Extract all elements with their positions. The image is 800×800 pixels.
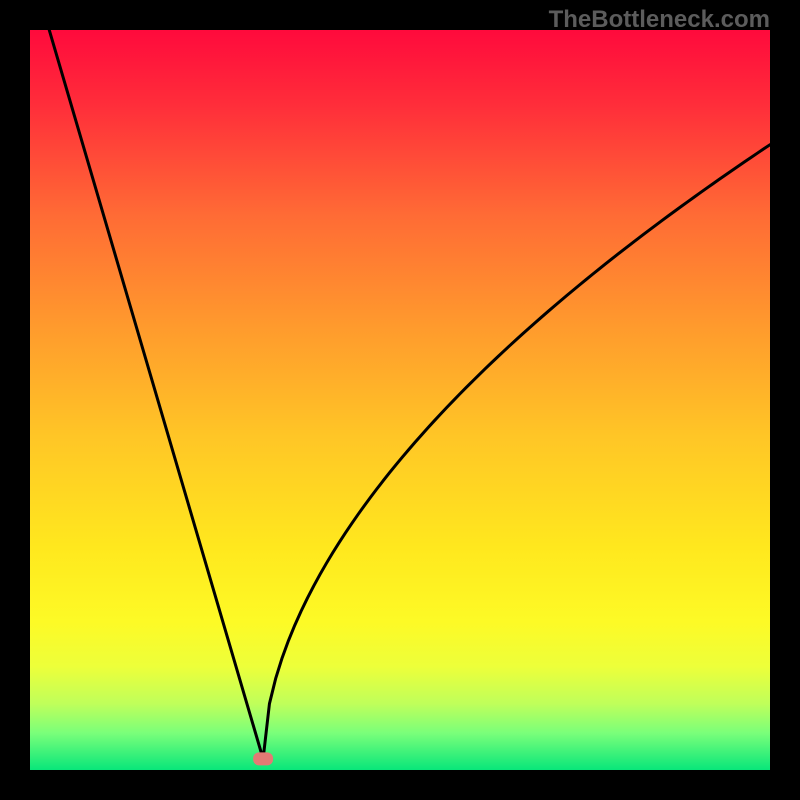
chart-container: TheBottleneck.com [0,0,800,800]
bottleneck-curve [49,30,770,759]
curve-layer [30,30,770,770]
plot-area [30,30,770,770]
optimum-marker [253,752,273,765]
watermark-text: TheBottleneck.com [549,6,770,34]
